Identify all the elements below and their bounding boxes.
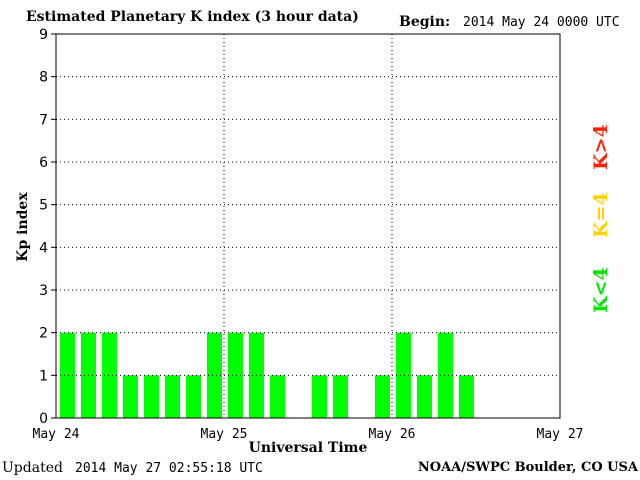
kp-bar-13 xyxy=(333,375,348,418)
plot-frame xyxy=(55,33,561,419)
y-tick-label-4: 4 xyxy=(39,240,48,256)
kp-bar-12 xyxy=(312,375,327,418)
kp-bar-0 xyxy=(60,332,75,418)
bars-layer xyxy=(60,332,474,418)
legend-k-equal-4: K=4 xyxy=(590,192,612,238)
x-axis-label: Universal Time xyxy=(248,440,368,456)
kp-bar-15 xyxy=(375,375,390,418)
kp-bar-10 xyxy=(270,375,285,418)
kp-bar-4 xyxy=(144,375,159,418)
kp-bar-3 xyxy=(123,375,138,418)
y-ticks-layer: 0 1 2 3 4 5 6 7 8 9 xyxy=(39,27,56,427)
x-tick-label-3: May 27 xyxy=(537,427,584,442)
legend-k-greater-4: K>4 xyxy=(590,124,612,170)
y-tick-label-0: 0 xyxy=(39,411,48,427)
updated-value: 2014 May 27 02:55:18 UTC xyxy=(75,461,263,476)
kp-bar-16 xyxy=(396,332,411,418)
kp-bar-2 xyxy=(102,332,117,418)
kp-bar-17 xyxy=(417,375,432,418)
y-tick-label-9: 9 xyxy=(39,27,48,43)
x-tick-label-0: May 24 xyxy=(33,427,80,442)
updated-label: Updated xyxy=(2,460,63,476)
kp-bar-8 xyxy=(228,332,243,418)
x-ticks-layer: May 24 May 25 May 26 May 27 xyxy=(33,427,584,442)
chart-title: Estimated Planetary K index (3 hour data… xyxy=(26,9,359,25)
x-tick-label-2: May 26 xyxy=(369,427,416,442)
y-tick-label-6: 6 xyxy=(39,155,48,171)
legend-k-less-4: K<4 xyxy=(590,267,612,313)
kp-bar-18 xyxy=(438,332,453,418)
y-tick-label-7: 7 xyxy=(39,112,48,128)
kp-bar-5 xyxy=(165,375,180,418)
y-tick-label-5: 5 xyxy=(39,198,48,214)
begin-label: Begin: xyxy=(399,14,451,30)
y-tick-label-1: 1 xyxy=(39,368,48,384)
begin-value: 2014 May 24 0000 UTC xyxy=(463,15,620,30)
y-tick-label-2: 2 xyxy=(39,326,48,342)
y-tick-label-3: 3 xyxy=(39,283,48,299)
kp-bar-7 xyxy=(207,332,222,418)
kp-bar-6 xyxy=(186,375,201,418)
x-tick-label-1: May 25 xyxy=(201,427,248,442)
data-source: NOAA/SWPC Boulder, CO USA xyxy=(417,460,638,475)
kp-bar-19 xyxy=(459,375,474,418)
y-axis-label: Kp index xyxy=(15,192,31,262)
y-tick-label-8: 8 xyxy=(39,70,48,86)
grid-layer xyxy=(56,34,560,418)
